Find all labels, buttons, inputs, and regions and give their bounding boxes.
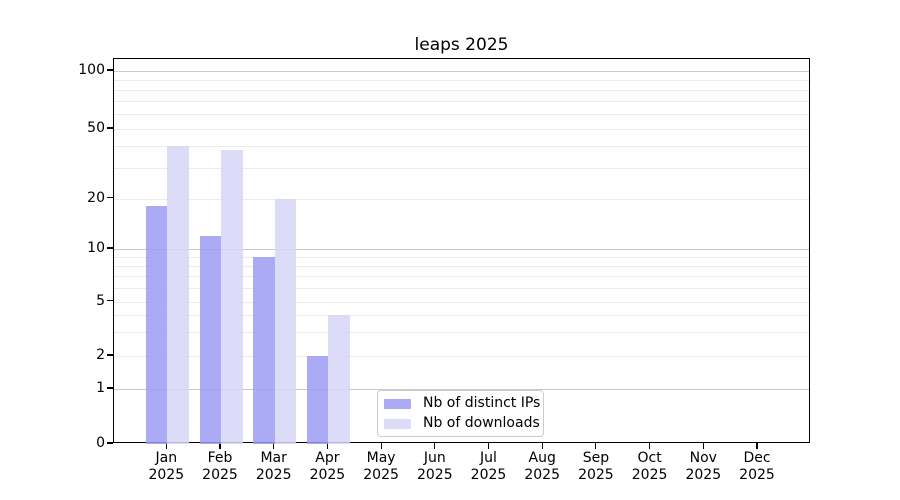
y-tick-mark xyxy=(107,354,113,356)
gridline-minor xyxy=(114,256,809,258)
x-tick-label-sep: Sep 2025 xyxy=(578,450,614,483)
x-tick-mark xyxy=(273,443,275,449)
x-tick-mark xyxy=(541,443,543,449)
y-tick-label: 100 xyxy=(78,62,105,78)
gridline-minor xyxy=(114,198,809,200)
x-tick-label-aug: Aug 2025 xyxy=(524,450,560,483)
y-tick-label: 1 xyxy=(96,380,105,396)
gridline-minor xyxy=(114,265,809,267)
gridline-minor xyxy=(114,276,809,277)
gridline-minor xyxy=(114,113,809,115)
legend: Nb of distinct IPs Nb of downloads xyxy=(377,390,544,437)
gridline-minor xyxy=(114,301,809,303)
gridline-minor xyxy=(114,167,809,169)
x-tick-mark xyxy=(326,443,328,449)
bar-downloads-apr xyxy=(328,314,350,444)
x-tick-mark xyxy=(649,443,651,449)
legend-entry: Nb of downloads xyxy=(384,416,540,431)
x-tick-label-mar: Mar 2025 xyxy=(255,450,292,483)
y-tick-mark xyxy=(107,247,113,249)
legend-swatch-downloads xyxy=(384,418,411,429)
gridline-minor xyxy=(114,79,809,81)
x-tick-mark xyxy=(219,443,221,449)
y-tick-label: 5 xyxy=(96,292,105,309)
y-tick-label: 50 xyxy=(87,120,105,136)
plot-area xyxy=(113,58,810,444)
x-tick-mark xyxy=(434,443,436,449)
x-tick-mark xyxy=(380,443,382,449)
gridline-minor xyxy=(114,314,809,316)
y-tick-label: 0 xyxy=(96,435,105,451)
gridline-minor xyxy=(114,356,809,357)
x-tick-label-may: May 2025 xyxy=(363,450,399,483)
bar-distinct-ips-jan xyxy=(145,206,168,444)
x-tick-mark xyxy=(756,443,758,449)
gridline-minor xyxy=(114,331,809,333)
x-tick-label-dec: Dec 2025 xyxy=(739,450,775,483)
x-tick-label-jan: Jan 2025 xyxy=(148,450,185,483)
bar-downloads-feb xyxy=(221,149,243,444)
bar-distinct-ips-apr xyxy=(306,356,329,444)
legend-swatch-distinct-ips xyxy=(384,398,411,409)
legend-entry: Nb of distinct IPs xyxy=(384,396,540,411)
y-tick-mark xyxy=(107,69,113,71)
x-tick-mark xyxy=(595,443,597,449)
x-tick-label-oct: Oct 2025 xyxy=(631,450,668,483)
x-tick-label-jun: Jun 2025 xyxy=(416,450,453,483)
x-tick-label-nov: Nov 2025 xyxy=(685,450,722,483)
bar-downloads-mar xyxy=(274,198,297,444)
gridline-minor xyxy=(114,129,809,130)
x-tick-mark xyxy=(165,443,167,449)
y-tick-label: 10 xyxy=(87,240,105,256)
gridline-minor xyxy=(114,145,809,147)
gridline-minor xyxy=(114,89,809,91)
x-tick-label-apr: Apr 2025 xyxy=(309,450,346,483)
bar-distinct-ips-feb xyxy=(199,235,221,444)
x-tick-label-feb: Feb 2025 xyxy=(202,450,238,483)
legend-label: Nb of distinct IPs xyxy=(423,395,541,411)
legend-label: Nb of downloads xyxy=(423,415,540,431)
y-tick-label: 2 xyxy=(96,347,105,363)
y-tick-label: 20 xyxy=(87,189,105,206)
gridline-major xyxy=(114,389,809,390)
y-tick-mark xyxy=(107,442,113,444)
y-tick-mark xyxy=(107,196,113,199)
bar-downloads-jan xyxy=(167,145,189,444)
bar-distinct-ips-mar xyxy=(253,256,275,444)
chart-title: leaps 2025 xyxy=(414,35,509,55)
y-tick-mark xyxy=(107,127,113,129)
y-tick-mark xyxy=(107,387,113,389)
gridline-major xyxy=(114,71,809,72)
gridline-minor xyxy=(114,100,809,102)
gridline-major xyxy=(114,249,809,250)
y-tick-mark xyxy=(107,299,113,302)
x-tick-label-jul: Jul 2025 xyxy=(470,450,507,483)
x-tick-mark xyxy=(487,443,490,449)
gridline-minor xyxy=(114,287,809,289)
x-tick-mark xyxy=(702,443,704,449)
